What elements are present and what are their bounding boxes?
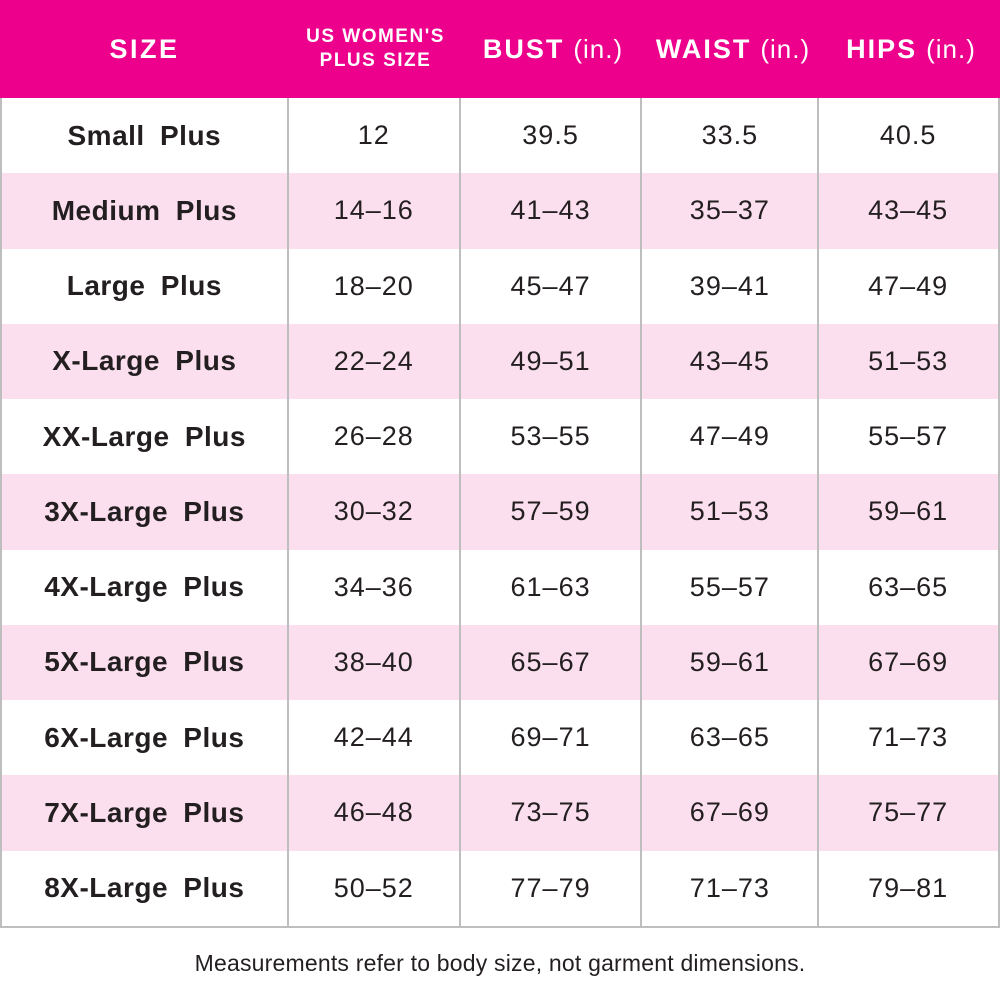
column-header-us-line2: PLUS SIZE	[319, 50, 432, 71]
table-row: 5X-Large Plus 38–40 65–67 59–61 67–69	[2, 624, 998, 700]
value-cell: 38–40	[289, 624, 461, 700]
table-row: 3X-Large Plus 30–32 57–59 51–53 59–61	[2, 474, 998, 550]
value-cell: 47–49	[642, 399, 820, 475]
value-cell: 46–48	[289, 775, 461, 851]
size-cell: X-Large Plus	[2, 323, 289, 399]
size-cell: 4X-Large Plus	[2, 549, 289, 625]
value-cell: 39–41	[642, 248, 820, 324]
table-row: 4X-Large Plus 34–36 61–63 55–57 63–65	[2, 549, 998, 625]
table-row: 6X-Large Plus 42–44 69–71 63–65 71–73	[2, 700, 998, 776]
value-cell: 63–65	[868, 571, 949, 602]
value-cell: 79–81	[868, 872, 949, 903]
value-cell: 22–24	[289, 323, 461, 399]
value-cell: 55–57	[642, 549, 820, 625]
value-cell: 47–49	[868, 270, 949, 301]
table-body: Small Plus 12 39.5 33.5 40.5 Medium Plus 14–16…	[0, 98, 1000, 928]
value-cell: 14–16	[289, 173, 461, 249]
column-header-waist-label: WAIST	[655, 33, 752, 64]
value-cell: 77–79	[461, 850, 643, 926]
value-cell: 42–44	[289, 700, 461, 776]
footnote-text: Measurements refer to body size, not gar…	[194, 950, 806, 977]
value-cell: 67–69	[868, 646, 949, 677]
table-row: Medium Plus 14–16 41–43 35–37 43–45	[2, 173, 998, 249]
column-header-waist-unit: (in.)	[760, 33, 811, 64]
value-cell: 69–71	[461, 700, 643, 776]
value-cell: 43–45	[642, 323, 820, 399]
value-cell: 71–73	[642, 850, 820, 926]
size-cell: 6X-Large Plus	[2, 700, 289, 776]
value-cell: 71–73	[868, 722, 949, 753]
value-cell: 67–69	[642, 775, 820, 851]
table-row: Large Plus 18–20 45–47 39–41 47–49	[2, 248, 998, 324]
value-cell: 63–65	[642, 700, 820, 776]
table-header: SIZE US WOMEN'S PLUS SIZE BUST (in.) WAIS…	[0, 0, 1000, 98]
size-cell: XX-Large Plus	[2, 399, 289, 475]
value-cell: 12	[289, 98, 461, 174]
table-row: XX-Large Plus 26–28 53–55 47–49 55–57	[2, 399, 998, 475]
size-cell: Small Plus	[2, 98, 289, 174]
value-cell: 55–57	[868, 421, 949, 452]
size-cell: Large Plus	[2, 248, 289, 324]
column-header-size: SIZE	[0, 0, 289, 98]
size-cell: 8X-Large Plus	[2, 850, 289, 926]
column-header-bust: BUST (in.)	[462, 0, 644, 98]
value-cell: 43–45	[868, 195, 949, 226]
value-cell: 53–55	[461, 399, 643, 475]
table-row: X-Large Plus 22–24 49–51 43–45 51–53	[2, 323, 998, 399]
value-cell: 18–20	[289, 248, 461, 324]
value-cell: 59–61	[642, 624, 820, 700]
value-cell: 50–52	[289, 850, 461, 926]
value-cell: 34–36	[289, 549, 461, 625]
column-header-bust-label: BUST	[482, 33, 565, 64]
value-cell: 59–61	[868, 496, 949, 527]
size-cell: 5X-Large Plus	[2, 624, 289, 700]
table-footnote: Measurements refer to body size, not gar…	[0, 928, 1000, 1000]
value-cell: 26–28	[289, 399, 461, 475]
size-cell: 3X-Large Plus	[2, 474, 289, 550]
table-row: Small Plus 12 39.5 33.5 40.5	[2, 98, 998, 174]
value-cell: 41–43	[461, 173, 643, 249]
column-header-hips: HIPS (in.)	[822, 0, 1000, 98]
value-cell: 35–37	[642, 173, 820, 249]
value-cell: 49–51	[461, 323, 643, 399]
value-cell: 30–32	[289, 474, 461, 550]
value-cell: 45–47	[461, 248, 643, 324]
value-cell: 39.5	[461, 98, 643, 174]
value-cell: 51–53	[868, 345, 949, 376]
size-cell: 7X-Large Plus	[2, 775, 289, 851]
value-cell: 73–75	[461, 775, 643, 851]
table-row: 7X-Large Plus 46–48 73–75 67–69 75–77	[2, 775, 998, 851]
column-header-size-label: SIZE	[109, 33, 180, 64]
value-cell: 65–67	[461, 624, 643, 700]
column-header-us-womens-plus-size: US WOMEN'S PLUS SIZE	[289, 0, 462, 98]
value-cell: 33.5	[642, 98, 820, 174]
value-cell: 40.5	[879, 120, 937, 151]
column-header-hips-unit: (in.)	[926, 33, 976, 64]
value-cell: 51–53	[642, 474, 820, 550]
value-cell: 57–59	[461, 474, 643, 550]
value-cell: 61–63	[461, 549, 643, 625]
column-header-waist: WAIST (in.)	[644, 0, 822, 98]
column-header-us-line1: US WOMEN'S	[306, 26, 445, 48]
size-cell: Medium Plus	[2, 173, 289, 249]
column-header-hips-label: HIPS	[846, 33, 918, 64]
column-header-bust-unit: (in.)	[573, 33, 624, 64]
table-row: 8X-Large Plus 50–52 77–79 71–73 79–81	[2, 850, 998, 926]
value-cell: 75–77	[868, 797, 949, 828]
